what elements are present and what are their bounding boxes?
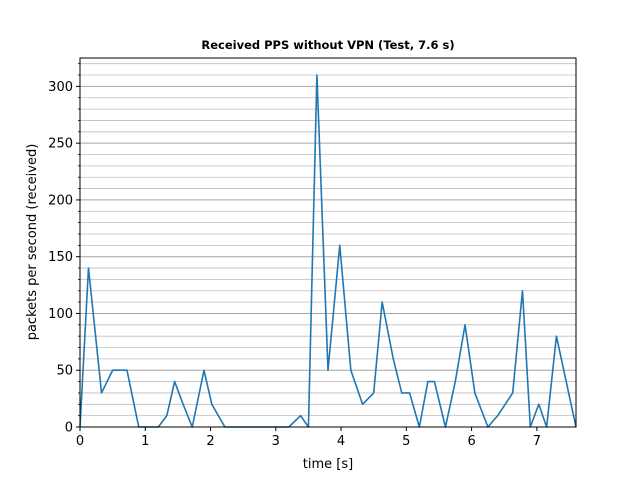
- x-tick-label: 6: [467, 434, 475, 449]
- y-tick-label: 150: [48, 250, 73, 265]
- y-tick-label: 0: [65, 421, 73, 436]
- plot-frame: [79, 57, 577, 428]
- x-tick-label: 1: [141, 434, 149, 449]
- y-axis-label: packets per second (received): [25, 144, 40, 341]
- y-tick-label: 50: [56, 364, 73, 379]
- x-tick-label: 2: [206, 434, 214, 449]
- y-tick-label: 200: [48, 193, 73, 208]
- y-tick-label: 250: [48, 137, 73, 152]
- x-tick-label: 4: [337, 434, 345, 449]
- x-axis-label: time [s]: [303, 457, 353, 472]
- y-tick-label: 300: [48, 80, 73, 95]
- x-tick-label: 5: [402, 434, 410, 449]
- y-axis-ticks: 0 50 100 150 200 250 300: [48, 63, 80, 436]
- x-tick-label: 3: [272, 434, 280, 449]
- y-tick-label: 100: [48, 307, 73, 322]
- x-tick-label: 0: [76, 434, 84, 449]
- gridlines: [80, 63, 576, 417]
- x-tick-label: 7: [533, 434, 541, 449]
- series-line-0: [79, 74, 577, 428]
- x-axis-ticks: 0 1 2 3 4 5 6 7: [76, 427, 541, 449]
- series-group: [79, 74, 577, 428]
- chart-title: Received PPS without VPN (Test, 7.6 s): [201, 38, 454, 52]
